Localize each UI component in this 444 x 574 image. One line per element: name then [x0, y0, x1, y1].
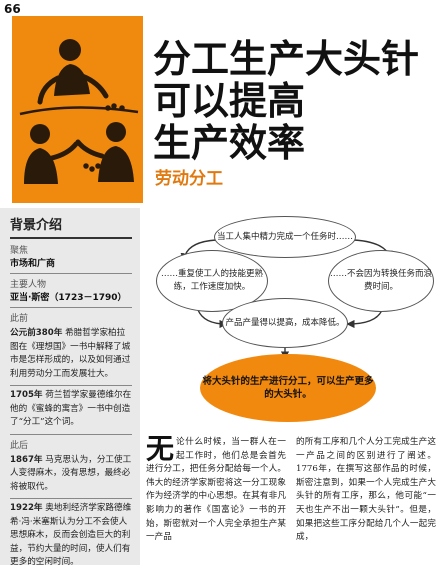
- page-subtitle: 劳动分工: [155, 169, 223, 189]
- field-label: 聚焦: [10, 246, 29, 256]
- workers-illustration: [19, 39, 139, 184]
- node-no-switching: ……不会因为转换任务而浪费时间。: [328, 250, 434, 312]
- title-line: 生产效率: [153, 121, 306, 165]
- after-label: 此后: [10, 440, 29, 451]
- page-title: 分工生产大头针 可以提高 生产效率: [153, 38, 433, 164]
- field-value: 市场和广商: [10, 256, 132, 274]
- background-sidebar: 背景介绍 聚焦 市场和广商 主要人物 亚当·斯密（1723－1790） 此前 公…: [0, 208, 140, 567]
- body-text: 无论什么时候，当一群人在一起工作时，他们总是会首先进行分工，把任务分配给每一个人…: [146, 436, 436, 562]
- page-number: 66: [4, 2, 21, 16]
- node-focus: 当工人集中精力完成一个任务时……: [214, 216, 356, 258]
- sidebar-heading: 背景介绍: [10, 214, 132, 239]
- after-entry: 1922年 奥地利经济学家路德维希·冯·米塞斯认为分工不会使人思想麻木，反而会创…: [10, 499, 132, 574]
- before-entry: 1705年 荷兰哲学家曼德维尔在他的《蜜蜂的寓言》一书中创造了“分工”这个词。: [10, 386, 132, 435]
- entry-text: 希腊哲学家柏拉图在《理想国》一书中解释了城市是怎样形成的，以及如何通过利用劳动分…: [10, 328, 131, 379]
- drop-cap: 无: [146, 436, 175, 465]
- header-banner: 分工生产大头针 可以提高 生产效率 劳动分工: [12, 16, 444, 203]
- before-entry: 公元前380年 希腊哲学家柏拉图在《理想国》一书中解释了城市是怎样形成的，以及如…: [10, 324, 132, 386]
- body-column-2: 的所有工序和几个人分工完成生产这一产品之间的区别进行了阐述。1776年，在撰写这…: [296, 437, 436, 543]
- entry-year: 公元前380年: [10, 328, 63, 338]
- title-panel: 分工生产大头针 可以提高 生产效率 劳动分工: [143, 16, 444, 203]
- entry-year: 1867年: [10, 454, 43, 465]
- body-column-1: 无论什么时候，当一群人在一起工作时，他们总是会首先进行分工，把任务分配给每一个人…: [146, 436, 286, 562]
- title-line: 可以提高: [153, 79, 306, 123]
- title-line: 分工生产大头针: [153, 37, 420, 81]
- node-output: 产品产量得以提高，成本降低。: [222, 298, 348, 348]
- entry-year: 1705年: [10, 390, 43, 400]
- person-label: 主要人物: [10, 280, 47, 290]
- node-conclusion: 将大头针的生产进行分工，可以生产更多的大头针。: [200, 354, 376, 422]
- body-paragraph: 论什么时候，当一群人在一起工作时，他们总是会首先进行分工，把任务分配给每一个人。…: [146, 437, 286, 543]
- after-entry: 1867年 马克思认为，分工使工人变得麻木，没有思想，最终必将被取代。: [10, 451, 132, 499]
- before-label: 此前: [10, 314, 29, 324]
- division-of-labour-diagram: 当工人集中精力完成一个任务时…… ……重复使工人的技能更熟练，工作速度加快。 ……: [146, 208, 444, 430]
- entry-text: 马克思认为，分工使工人变得麻木，没有思想，最终必将被取代。: [10, 454, 132, 492]
- person-value: 亚当·斯密（1723－1790）: [10, 290, 132, 308]
- entry-text: 奥地利经济学家路德维希·冯·米塞斯认为分工不会使人思想麻木，反而会创造巨大的利益…: [10, 503, 132, 567]
- entry-year: 1922年: [10, 503, 43, 513]
- entry-text: 荷兰哲学家曼德维尔在他的《蜜蜂的寓言》一书中创造了“分工”这个词。: [10, 390, 132, 427]
